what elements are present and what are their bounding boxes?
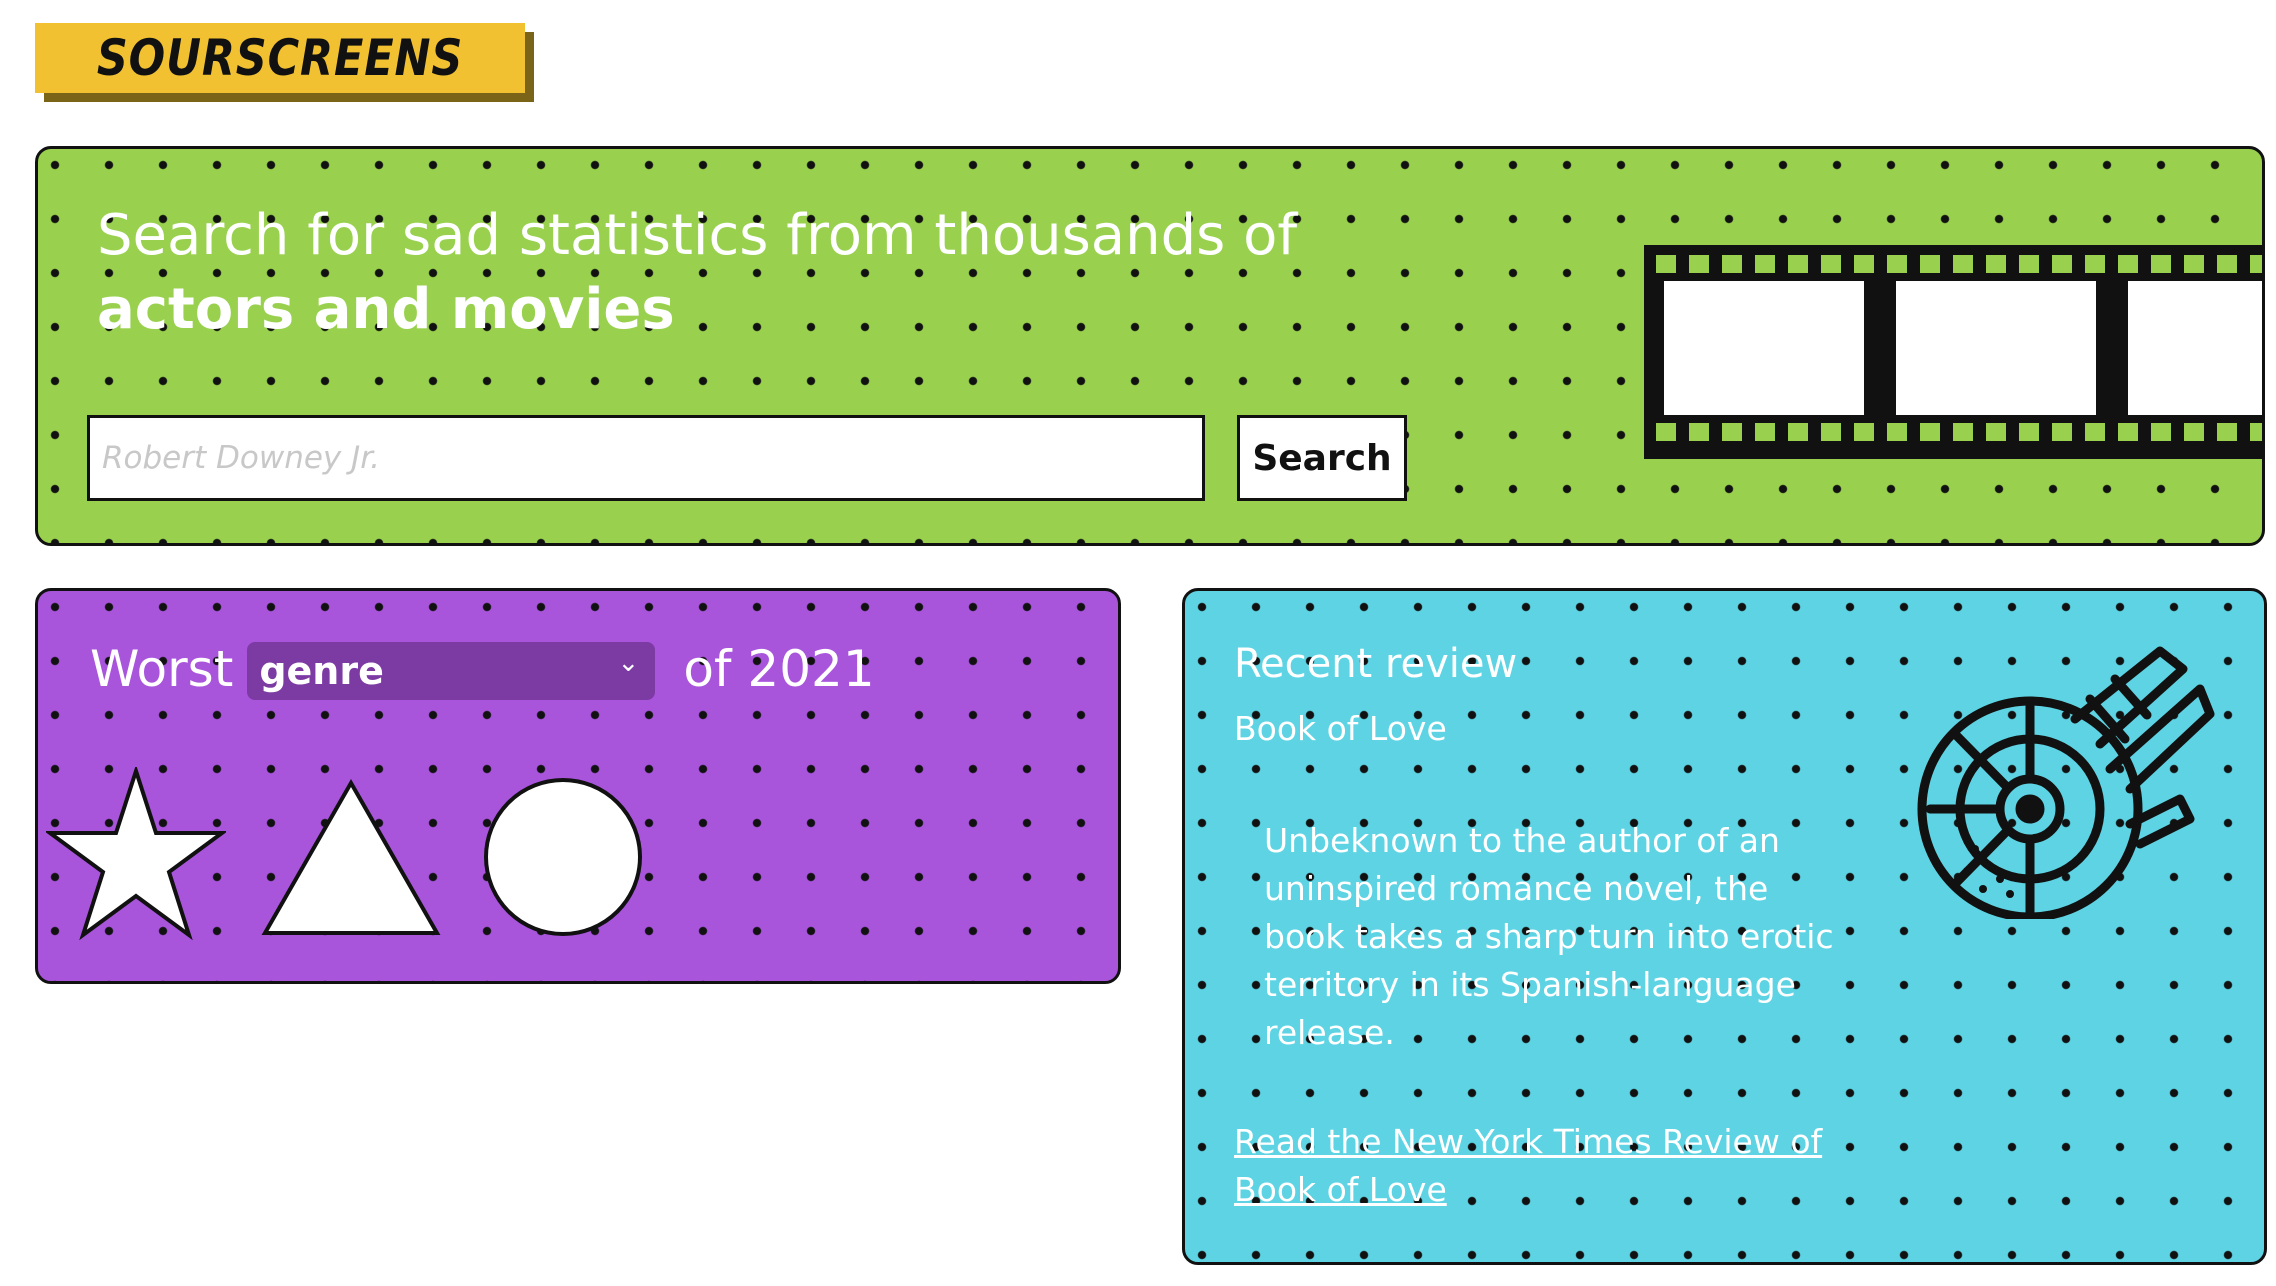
worst-prefix: Worst [90,640,234,698]
review-summary: Unbeknown to the author of an uninspired… [1264,821,1834,1052]
review-panel: Recent review Book of Love Unbeknown to … [1182,588,2267,1265]
hero-panel: Search for sad statistics from thousands… [35,146,2265,546]
review-heading: Recent review [1234,641,1518,687]
review-movie-title: Book of Love [1234,709,1447,748]
site-logo[interactable]: SOURSCREENS [35,23,525,93]
review-link[interactable]: Read the New York Times Review of Book o… [1234,1122,1823,1209]
triangle-icon[interactable] [261,779,441,939]
hero-title-line2: actors and movies [97,277,675,342]
hero-title: Search for sad statistics from thousands… [97,199,1497,347]
circle-icon[interactable] [482,776,644,938]
millennium-falcon-icon [1917,646,2215,919]
worst-panel: Worst genre ⌄ of 2021 [35,588,1121,984]
logo-text: SOURSCREENS [96,29,464,87]
star-icon[interactable] [46,767,226,942]
worst-heading: Worst genre ⌄ of 2021 [90,638,875,700]
genre-select-wrap: genre ⌄ [233,638,683,700]
search-input[interactable] [87,415,1205,501]
film-strip-icon [1644,245,2262,459]
hero-title-line1: Search for sad statistics from thousands… [97,203,1298,268]
search-button[interactable]: Search [1237,415,1407,501]
worst-suffix: of 2021 [683,640,875,698]
genre-select[interactable]: genre [247,642,656,700]
